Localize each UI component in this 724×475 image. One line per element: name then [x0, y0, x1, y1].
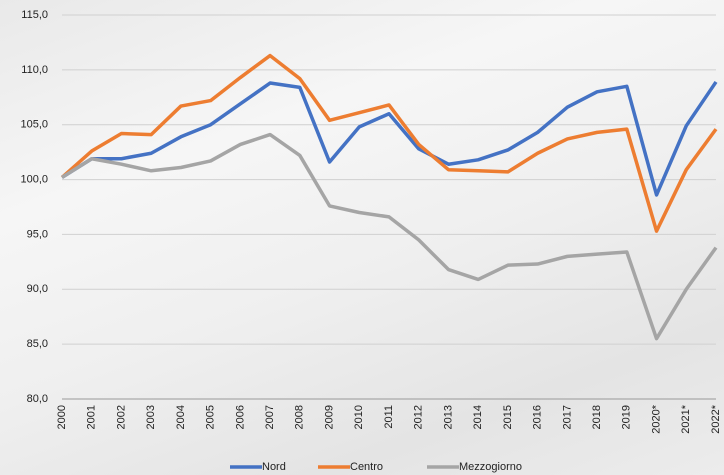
y-tick-label: 85,0	[27, 338, 48, 350]
x-tick-label: 2012	[413, 405, 425, 429]
x-tick-label: 2006	[234, 405, 246, 429]
series-line	[61, 132, 718, 341]
x-tick-label: 2017	[561, 405, 573, 429]
x-tick-label: 2007	[264, 405, 276, 429]
x-tick-label: 2022*	[710, 404, 722, 433]
x-tick-label: 2020*	[650, 404, 662, 433]
x-tick-label: 2021*	[680, 404, 692, 433]
y-tick-label: 100,0	[20, 173, 48, 185]
x-tick-label: 2019	[621, 405, 633, 429]
x-tick-label: 2014	[472, 405, 484, 429]
x-tick-label: 2016	[532, 405, 544, 429]
y-tick-label: 95,0	[27, 228, 48, 240]
x-tick-label: 2009	[323, 405, 335, 429]
y-tick-label: 110,0	[21, 64, 48, 76]
legend-label: Centro	[350, 461, 383, 473]
legend-label: Nord	[262, 461, 286, 473]
x-tick-label: 2004	[175, 405, 187, 429]
y-tick-label: 115,0	[21, 9, 48, 21]
x-tick-label: 2010	[353, 405, 365, 429]
x-tick-label: 2001	[86, 405, 98, 429]
series-line	[61, 80, 718, 197]
x-tick-label: 2003	[145, 405, 157, 429]
x-tick-label: 2018	[591, 405, 603, 429]
x-tick-label: 2015	[502, 405, 514, 429]
x-tick-label: 2002	[115, 405, 127, 429]
legend-label: Mezzogiorno	[459, 461, 522, 473]
series-line	[60, 53, 718, 233]
x-tick-label: 2005	[205, 405, 217, 429]
x-tick-label: 2008	[294, 405, 306, 429]
y-tick-label: 105,0	[20, 119, 48, 131]
y-tick-label: 80,0	[27, 393, 48, 405]
x-tick-label: 2011	[383, 405, 395, 429]
y-tick-label: 90,0	[27, 283, 48, 295]
x-tick-label: 2013	[442, 405, 454, 429]
x-tick-label: 2000	[56, 405, 68, 429]
